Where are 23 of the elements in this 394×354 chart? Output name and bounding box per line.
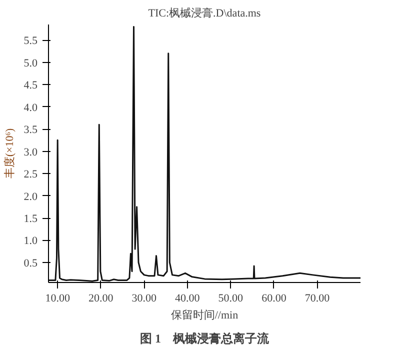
- y-tick-label: 3.5: [24, 124, 38, 136]
- x-tick-label: 50.00: [218, 292, 244, 304]
- caption: 图 1 枫槭浸膏总离子流: [140, 332, 270, 346]
- y-tick-label: 4.5: [24, 80, 38, 92]
- chart-title: TIC:枫槭浸膏.D\data.ms: [148, 6, 261, 20]
- y-tick-label: 1.0: [24, 235, 38, 248]
- y-tick-label: 2.0: [24, 190, 38, 203]
- x-tick-label: 20.00: [88, 292, 114, 304]
- y-tick-label: 2.5: [24, 168, 38, 181]
- x-tick-label: 40.00: [175, 292, 200, 304]
- y-tick-label: 3.0: [24, 146, 38, 158]
- x-tick-label: 70.00: [304, 292, 330, 304]
- x-axis-title: 保留时间//min: [170, 308, 239, 322]
- line-series: [48, 26, 360, 282]
- x-tick-label: 10.00: [45, 292, 70, 304]
- y-tick-label: 0.5: [24, 257, 38, 270]
- x-tick-label: 30.00: [132, 292, 158, 304]
- y-tick-label: 4.0: [24, 102, 38, 114]
- y-axis-title: 丰度(×10⁶): [2, 128, 16, 179]
- y-tick-label: 5.5: [24, 35, 38, 48]
- x-tick-label: 60.00: [262, 292, 287, 304]
- y-tick-label: 5.0: [24, 57, 38, 70]
- y-tick-label: 1.5: [24, 213, 38, 225]
